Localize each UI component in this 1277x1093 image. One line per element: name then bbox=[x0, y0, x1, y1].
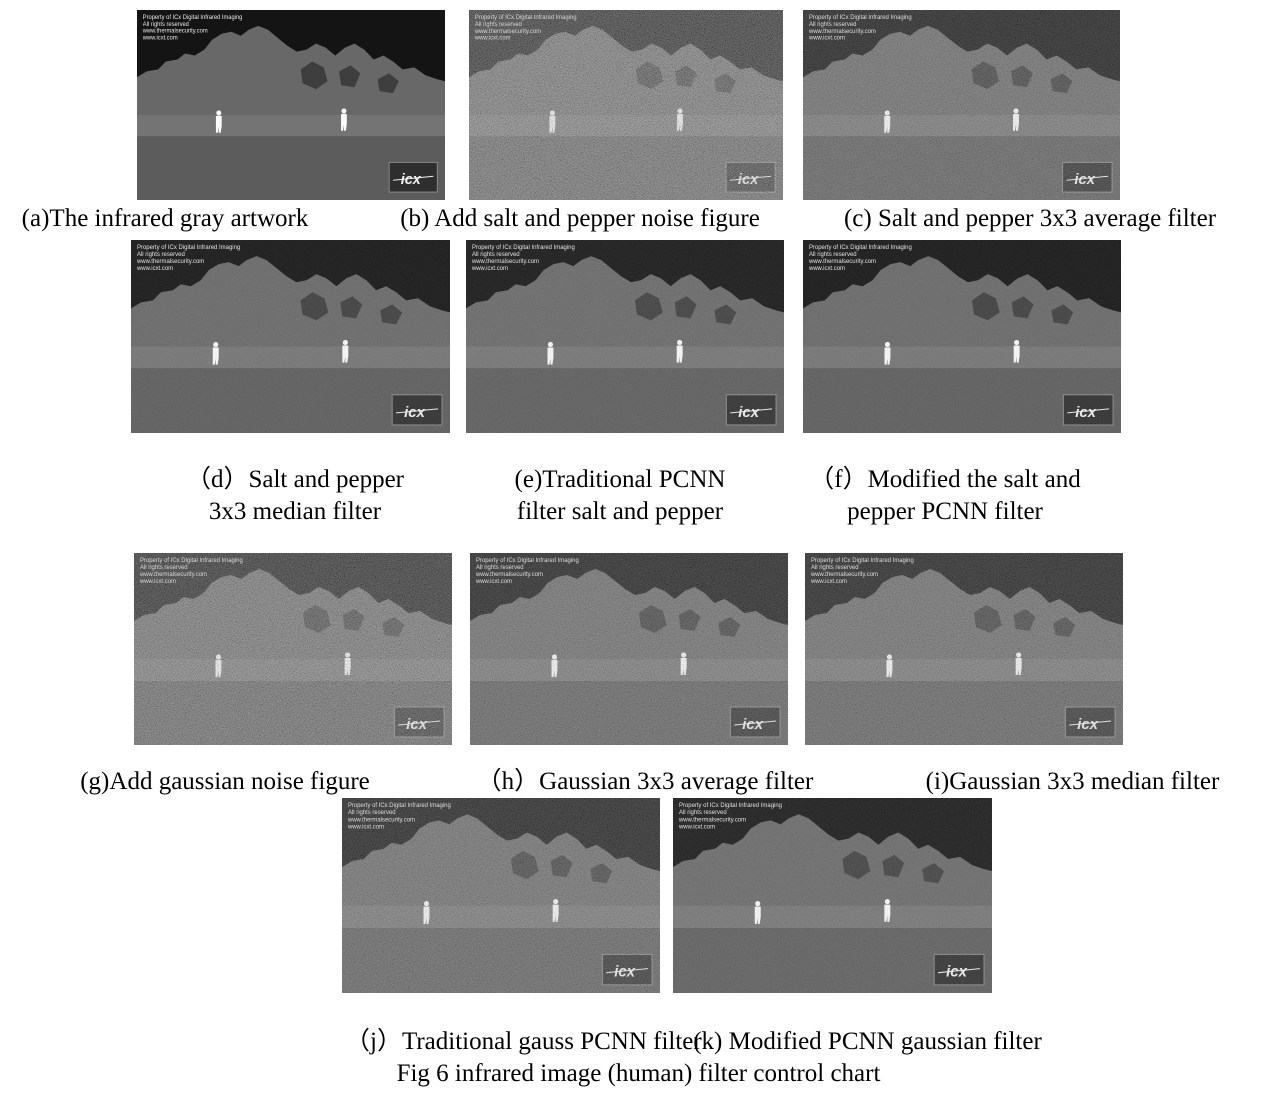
caption-line: （j）Traditional gauss PCNN filter bbox=[345, 1028, 702, 1055]
noise bbox=[134, 553, 452, 745]
caption-line: (i)Gaussian 3x3 median filter bbox=[925, 768, 1220, 795]
infrared-image: Property of ICx Digital Infrared Imaging… bbox=[342, 798, 660, 993]
noise bbox=[673, 798, 992, 993]
noise bbox=[805, 553, 1123, 745]
watermark-line: www.thermalsecurity.com bbox=[142, 29, 208, 35]
panel-caption: (k) Modified PCNN gaussian filter bbox=[630, 1026, 1105, 1058]
infrared-image: Property of ICx Digital Infrared Imaging… bbox=[805, 553, 1123, 745]
person-head bbox=[216, 110, 222, 116]
noise bbox=[803, 240, 1121, 433]
dark-foliage bbox=[300, 61, 399, 94]
infrared-image: Property of ICx Digital Infrared Imaging… bbox=[469, 10, 783, 200]
person-body bbox=[341, 113, 347, 131]
infrared-image: Property of ICx Digital Infrared Imaging… bbox=[803, 240, 1121, 433]
noise bbox=[469, 10, 783, 200]
panel-caption: （j）Traditional gauss PCNN filter bbox=[345, 1026, 702, 1058]
caption-line: 3x3 median filter bbox=[208, 498, 382, 525]
noise bbox=[342, 798, 660, 993]
caption-line: (g)Add gaussian noise figure bbox=[80, 768, 370, 795]
watermark-line: www.icxt.com bbox=[142, 36, 178, 42]
panel-caption: (i)Gaussian 3x3 median filter bbox=[870, 766, 1275, 798]
figure-caption: Fig 6 infrared image (human) filter cont… bbox=[396, 1060, 881, 1087]
caption-line: (b) Add salt and pepper noise figure bbox=[400, 205, 760, 232]
person-head bbox=[341, 108, 347, 114]
panel-caption: (a)The infrared gray artwork bbox=[0, 203, 330, 235]
infrared-image: Property of ICx Digital Infrared Imaging… bbox=[137, 10, 445, 200]
panel-caption: (e)Traditional PCNN filter salt and peppe… bbox=[465, 464, 775, 528]
noise bbox=[803, 10, 1120, 200]
caption-line: (e)Traditional PCNN bbox=[514, 466, 726, 493]
panel-caption: （d）Salt and pepper 3x3 median filter bbox=[140, 464, 450, 528]
logo-swoosh bbox=[392, 175, 434, 181]
infrared-image: Property of ICx Digital Infrared Imaging… bbox=[803, 10, 1120, 200]
watermark-line: Property of ICx Digital Infrared Imaging bbox=[143, 15, 243, 21]
ground-band bbox=[137, 114, 445, 137]
panel-caption: (c) Salt and pepper 3x3 average filter bbox=[795, 203, 1265, 235]
noise bbox=[131, 240, 450, 433]
infrared-image: Property of ICx Digital Infrared Imaging… bbox=[466, 240, 784, 433]
panel-caption: （h）Gaussian 3x3 average filter bbox=[440, 766, 850, 798]
logo: icx bbox=[401, 172, 422, 188]
caption-line: (k) Modified PCNN gaussian filter bbox=[693, 1028, 1042, 1055]
infrared-image: Property of ICx Digital Infrared Imaging… bbox=[131, 240, 450, 433]
watermark-line: All rights reserved bbox=[143, 22, 189, 28]
infrared-image: Property of ICx Digital Infrared Imaging… bbox=[134, 553, 452, 745]
person-body bbox=[215, 115, 222, 133]
caption-line: filter salt and pepper bbox=[516, 498, 724, 525]
infrared-image: Property of ICx Digital Infrared Imaging… bbox=[470, 553, 788, 745]
caption-line: （f）Modified the salt and bbox=[809, 466, 1081, 493]
logo-box bbox=[388, 161, 438, 193]
caption-line: (a)The infrared gray artwork bbox=[21, 205, 309, 232]
caption-line: （h）Gaussian 3x3 average filter bbox=[476, 768, 814, 795]
treeline bbox=[137, 25, 445, 119]
panel-caption: (b) Add salt and pepper noise figure bbox=[370, 203, 790, 235]
caption-line: （d）Salt and pepper bbox=[185, 466, 404, 493]
noise bbox=[466, 240, 784, 433]
panel-caption: （f）Modified the salt and pepper PCNN filt… bbox=[790, 464, 1100, 528]
noise bbox=[470, 553, 788, 745]
infrared-image: Property of ICx Digital Infrared Imaging… bbox=[673, 798, 992, 993]
caption-line: pepper PCNN filter bbox=[847, 498, 1043, 525]
panel-caption: (g)Add gaussian noise figure bbox=[20, 766, 430, 798]
caption-line: (c) Salt and pepper 3x3 average filter bbox=[843, 205, 1217, 232]
